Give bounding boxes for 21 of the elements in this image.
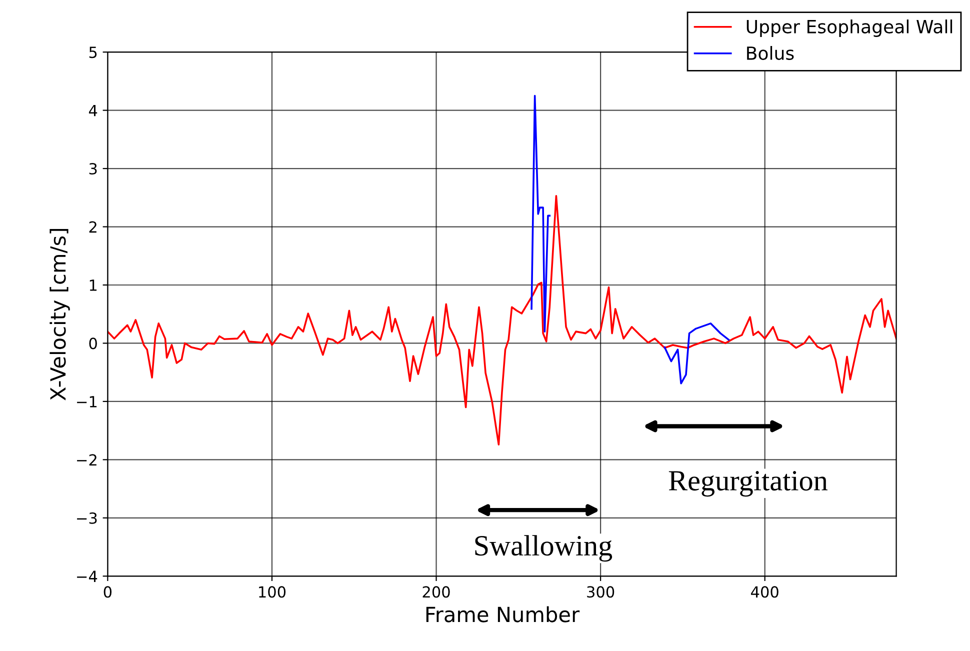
y-axis-title: X-Velocity [cm/s] [50,229,70,400]
x-tick-label: 400 [751,586,778,598]
y-tick-label: 4 [88,104,98,116]
x-axis-title: Frame Number [426,606,580,622]
legend-label: Bolus [747,46,794,60]
y-tick-label: 0 [89,338,97,350]
y-tick-label: 2 [89,221,96,233]
annotation: Swallowing [475,535,612,562]
y-tick-label: 1 [90,280,97,291]
y-tick-label: −2 [77,454,96,466]
y-tick-label: −4 [77,570,98,582]
y-tick-label: −1 [77,396,97,408]
x-tick-label: 100 [259,586,286,598]
legend-label: Upper Esophageal Wall [746,20,952,37]
x-tick-label: 300 [587,586,614,598]
annotation: Regurgitation [668,470,828,497]
y-tick-label: 3 [89,163,97,175]
y-tick-label: 5 [89,46,97,58]
y-tick-label: −3 [77,512,97,524]
x-tick-label: 0 [104,586,112,598]
x-tick-label: 200 [422,586,450,598]
